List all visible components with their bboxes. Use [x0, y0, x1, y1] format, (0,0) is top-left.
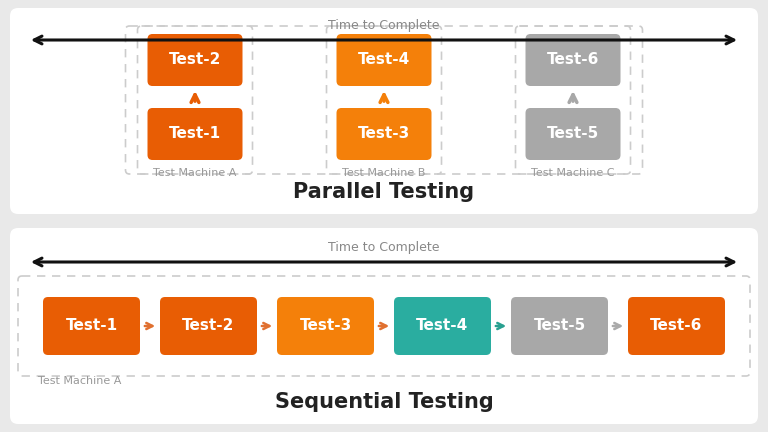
FancyBboxPatch shape	[147, 108, 243, 160]
Text: Test-4: Test-4	[416, 318, 468, 334]
Text: Time to Complete: Time to Complete	[328, 241, 440, 254]
FancyBboxPatch shape	[10, 8, 758, 214]
FancyBboxPatch shape	[525, 108, 621, 160]
FancyBboxPatch shape	[511, 297, 608, 355]
FancyBboxPatch shape	[10, 228, 758, 424]
FancyBboxPatch shape	[394, 297, 491, 355]
FancyBboxPatch shape	[160, 297, 257, 355]
Text: Sequential Testing: Sequential Testing	[275, 392, 493, 412]
Text: Test Machine B: Test Machine B	[343, 168, 425, 178]
Text: Test Machine A: Test Machine A	[38, 376, 121, 386]
Text: Test-2: Test-2	[169, 53, 221, 67]
FancyBboxPatch shape	[147, 34, 243, 86]
Text: Test Machine A: Test Machine A	[154, 168, 237, 178]
Text: Test-3: Test-3	[358, 127, 410, 142]
Text: Time to Complete: Time to Complete	[328, 19, 440, 32]
FancyBboxPatch shape	[628, 297, 725, 355]
Text: Test Machine C: Test Machine C	[531, 168, 614, 178]
FancyBboxPatch shape	[336, 34, 432, 86]
Text: Test-6: Test-6	[547, 53, 599, 67]
Text: Test-6: Test-6	[650, 318, 703, 334]
FancyBboxPatch shape	[525, 34, 621, 86]
Text: Parallel Testing: Parallel Testing	[293, 182, 475, 202]
Text: Test-1: Test-1	[65, 318, 118, 334]
Text: Test-2: Test-2	[182, 318, 235, 334]
FancyBboxPatch shape	[336, 108, 432, 160]
FancyBboxPatch shape	[43, 297, 140, 355]
FancyBboxPatch shape	[277, 297, 374, 355]
Text: Test-4: Test-4	[358, 53, 410, 67]
Text: Test-5: Test-5	[533, 318, 586, 334]
Text: Test-1: Test-1	[169, 127, 221, 142]
Text: Test-5: Test-5	[547, 127, 599, 142]
Text: Test-3: Test-3	[300, 318, 352, 334]
